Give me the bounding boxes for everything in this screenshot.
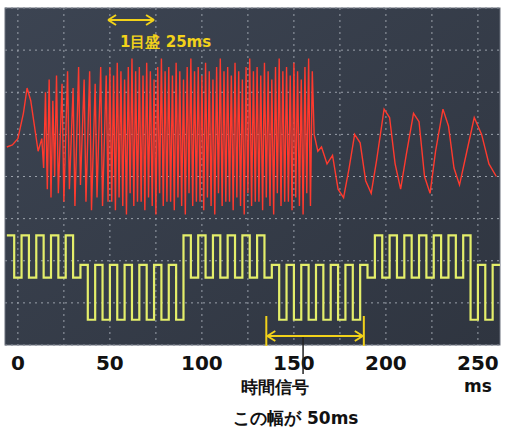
- grid-line: [5, 218, 500, 219]
- grid-line: [385, 8, 386, 345]
- grid-line: [5, 302, 500, 303]
- time-signal: [7, 235, 500, 319]
- x-tick-label: 250: [457, 351, 499, 375]
- minor-grid-line: [339, 8, 340, 345]
- screen: [5, 8, 500, 345]
- span-arrow: [108, 15, 154, 25]
- traces: [7, 59, 500, 320]
- grid: [5, 8, 500, 345]
- annotation: 時間信号: [241, 377, 309, 397]
- span-arrow: [267, 331, 363, 341]
- leader-line: [302, 337, 304, 374]
- x-tick-label: 100: [181, 351, 223, 375]
- annotation: 1目盛 25ms: [120, 33, 211, 51]
- chart: 0 50 100 150 200 250ms 1目盛 25ms 時間信号この幅が 50ms: [0, 0, 514, 441]
- x-axis-label: ms: [464, 376, 492, 396]
- x-tick-label: 200: [365, 351, 407, 375]
- waveform: [7, 59, 496, 215]
- x-tick-label: 0: [11, 351, 25, 375]
- grid-line: [201, 8, 202, 345]
- grid-line: [5, 50, 500, 51]
- bracket-end: [363, 316, 365, 346]
- x-tick-label: 50: [96, 351, 124, 375]
- frame: [5, 8, 500, 345]
- annotations: 1目盛 25ms 時間信号この幅が 50ms: [108, 15, 364, 428]
- bracket-end: [265, 316, 267, 346]
- annotation: この幅が 50ms: [233, 408, 358, 428]
- x-tick-label: 150: [273, 351, 315, 375]
